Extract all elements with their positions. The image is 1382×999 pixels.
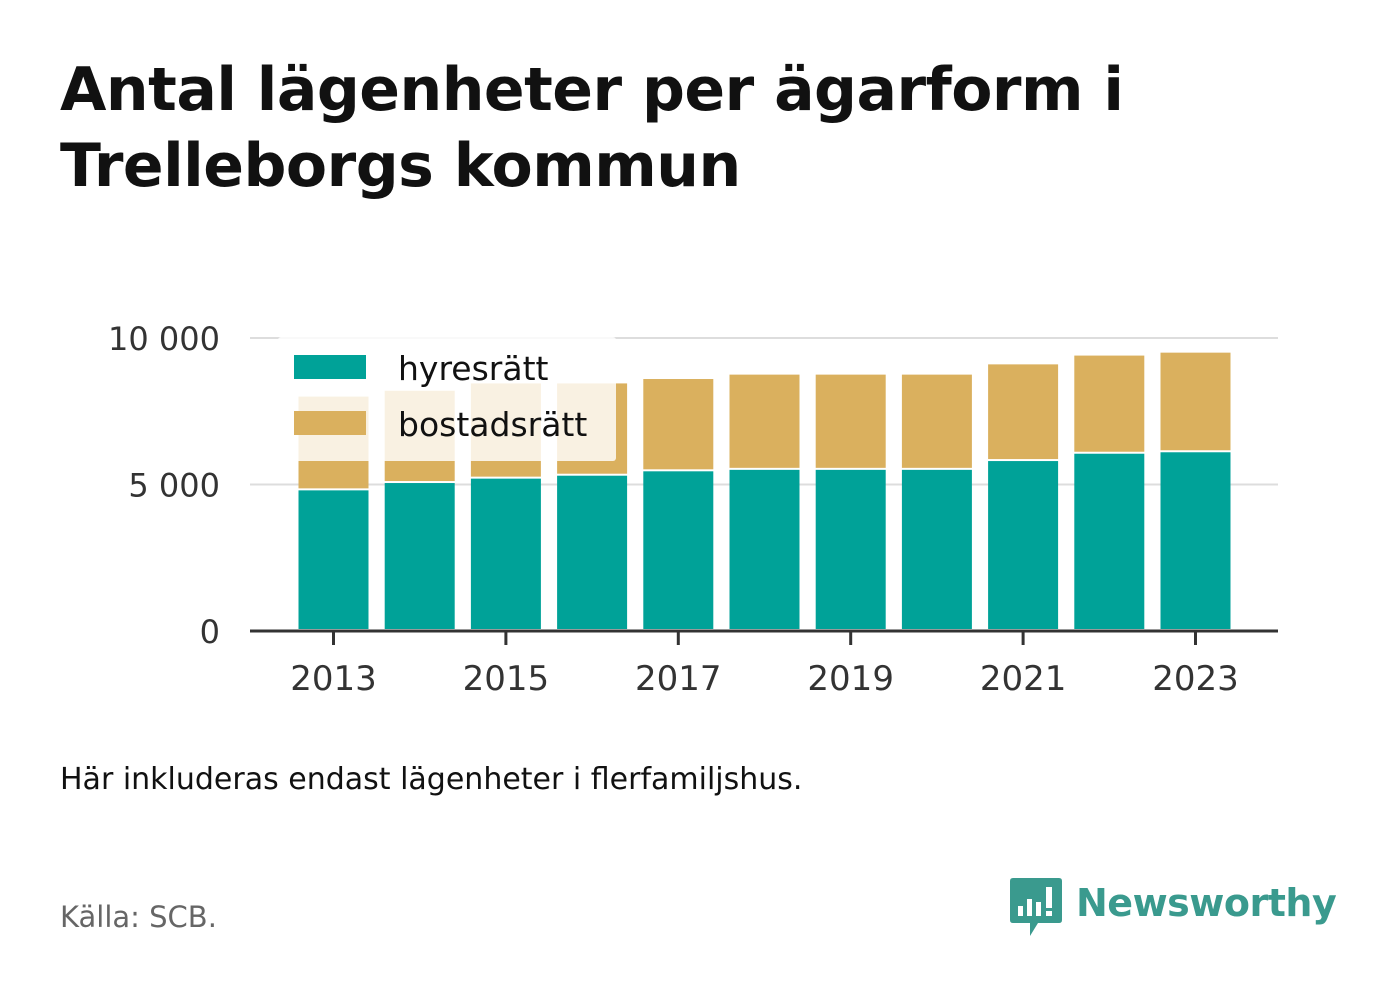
legend-label-bostadsratt: bostadsrätt	[398, 405, 587, 444]
x-tick-label: 2021	[980, 659, 1067, 699]
bar-bostadsratt-2017	[643, 379, 714, 470]
bar-hyresratt-2021	[988, 461, 1059, 629]
bar-bostadsratt-2019	[815, 374, 886, 468]
y-tick-label: 0	[200, 613, 220, 651]
bar-hyresratt-2013	[298, 490, 369, 629]
legend-swatch-bostadsratt	[294, 411, 366, 435]
y-tick-label: 5 000	[128, 467, 220, 505]
x-tick-label: 2023	[1152, 659, 1239, 699]
source-label: Källa: SCB.	[60, 900, 217, 934]
bar-bostadsratt-2023	[1160, 352, 1231, 451]
bar-hyresratt-2017	[643, 471, 714, 629]
chart-note: Här inkluderas endast lägenheter i flerf…	[60, 762, 803, 797]
bar-bostadsratt-2020	[901, 374, 972, 468]
axes: 0 5 000 10 000 2013 2015 2017 2019 2021 2023	[108, 320, 1278, 699]
bar-hyresratt-2022	[1074, 453, 1145, 629]
x-tick-label: 2019	[807, 659, 894, 699]
bar-hyresratt-2015	[470, 478, 541, 629]
x-tick-label: 2017	[635, 659, 722, 699]
newsworthy-logo-icon	[1010, 878, 1062, 936]
bar-bostadsratt-2018	[729, 374, 800, 468]
brand-name: Newsworthy	[1076, 881, 1337, 925]
bar-hyresratt-2019	[815, 469, 886, 629]
bar-hyresratt-2023	[1160, 452, 1231, 629]
chart-title-line-2: Trelleborgs kommun	[60, 131, 741, 201]
legend-label-hyresratt: hyresrätt	[398, 349, 549, 388]
bar-bostadsratt-2022	[1074, 355, 1145, 452]
chart-title-line-1: Antal lägenheter per ägarform i	[60, 55, 1124, 125]
x-tick-label: 2015	[463, 659, 550, 699]
bar-hyresratt-2020	[901, 469, 972, 629]
bar-hyresratt-2014	[384, 483, 455, 629]
bar-hyresratt-2018	[729, 469, 800, 629]
newsworthy-brand: Newsworthy	[1010, 878, 1337, 940]
bar-bostadsratt-2021	[988, 364, 1059, 460]
x-tick-label: 2013	[290, 659, 377, 699]
y-tick-label: 10 000	[108, 320, 220, 358]
bar-hyresratt-2016	[557, 475, 628, 629]
legend-swatch-hyresratt	[294, 355, 366, 379]
legend: hyresrätt bostadsrätt	[278, 337, 616, 461]
chart-title: Antal lägenheter per ägarform i Trellebo…	[60, 52, 1320, 204]
